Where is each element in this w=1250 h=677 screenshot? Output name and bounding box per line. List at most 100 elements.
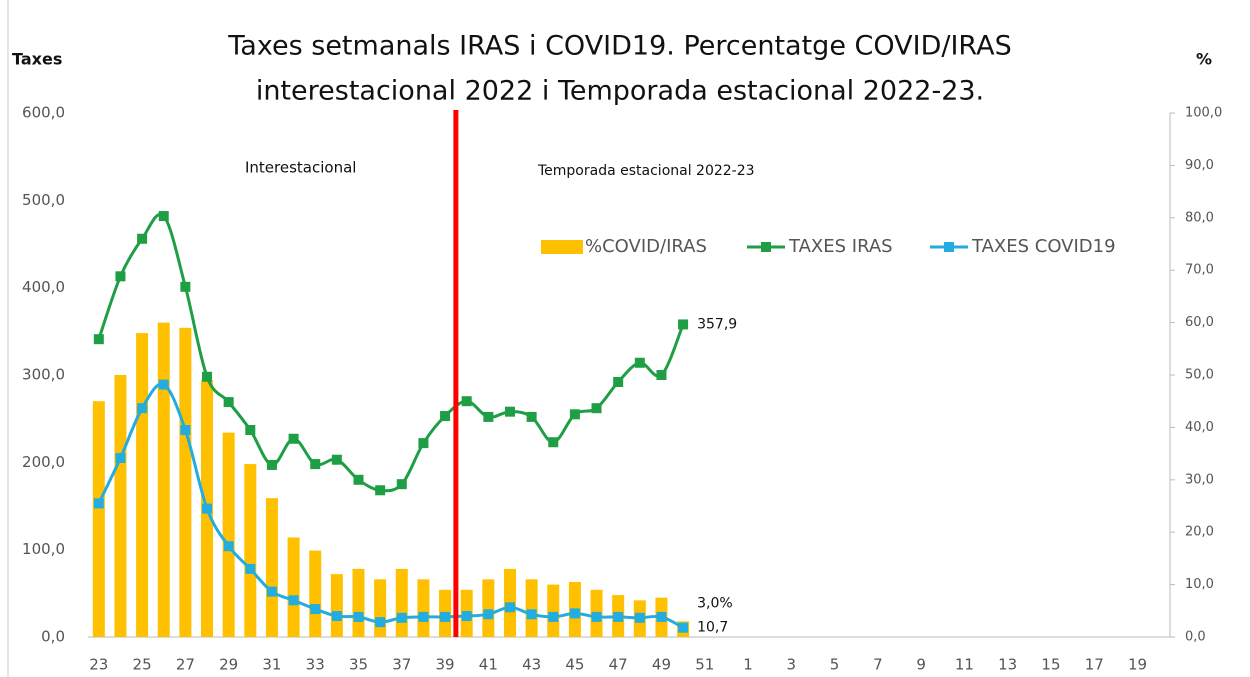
marker (656, 370, 667, 380)
x-tick-label: 11 (955, 656, 974, 674)
marker (266, 459, 277, 470)
x-tick-label: 41 (479, 656, 498, 674)
x-tick-label: 19 (1128, 656, 1147, 674)
x-tick-label: 23 (89, 656, 108, 674)
bar (179, 327, 192, 637)
marker (245, 563, 256, 574)
x-tick-label: 1 (743, 656, 753, 674)
bar (547, 584, 560, 637)
y-tick-label: 300,0 (22, 366, 65, 384)
y2-axis-title: % (1196, 50, 1212, 69)
bar (244, 464, 257, 637)
y2-tick-label: 20,0 (1185, 525, 1214, 540)
x-tick-label: 17 (1085, 656, 1104, 674)
y2-tick-label: 50,0 (1185, 368, 1214, 383)
bar (525, 579, 538, 637)
x-tick-label: 47 (609, 656, 628, 674)
x-tick-label: 43 (522, 656, 541, 674)
marker (375, 617, 386, 628)
x-tick-label: 3 (787, 656, 797, 674)
marker (202, 371, 213, 382)
marker (353, 474, 364, 485)
chart-title: interestacional 2022 i Temporada estacio… (256, 76, 984, 107)
marker (310, 459, 321, 470)
y2-tick-label: 40,0 (1185, 420, 1214, 435)
x-tick-label: 15 (1041, 656, 1060, 674)
marker (223, 541, 234, 552)
y-tick-label: 500,0 (22, 191, 65, 209)
marker (245, 425, 256, 436)
legend-label: TAXES COVID19 (971, 236, 1116, 257)
marker (331, 454, 342, 465)
bar (157, 322, 170, 637)
data-label: 10,7 (697, 620, 728, 636)
marker (288, 433, 299, 444)
marker (418, 611, 429, 622)
marker (180, 425, 191, 436)
y2-tick-label: 100,0 (1185, 106, 1222, 121)
x-tick-label: 49 (652, 656, 671, 674)
marker (656, 611, 667, 622)
annotation: Interestacional (245, 159, 356, 177)
marker (483, 609, 494, 620)
x-tick-label: 45 (565, 656, 584, 674)
bar (222, 432, 235, 637)
marker (440, 411, 451, 422)
marker (180, 281, 191, 292)
bar (417, 579, 430, 637)
x-tick-label: 31 (262, 656, 281, 674)
marker (93, 334, 104, 345)
marker (569, 608, 580, 619)
marker (310, 604, 321, 615)
marker (158, 211, 169, 222)
marker (440, 611, 451, 622)
marker (569, 409, 580, 420)
marker (115, 452, 126, 463)
marker (266, 586, 277, 597)
marker (115, 271, 126, 282)
x-tick-label: 37 (392, 656, 411, 674)
marker (548, 437, 559, 448)
marker (613, 611, 624, 622)
marker (375, 485, 386, 496)
legend-swatch (541, 240, 583, 254)
bar (330, 574, 343, 637)
x-tick-label: 39 (436, 656, 455, 674)
marker (634, 357, 645, 368)
bar (352, 568, 365, 637)
marker (202, 503, 213, 514)
marker (678, 622, 689, 633)
bar (114, 375, 127, 637)
line (97, 212, 685, 493)
y-tick-label: 600,0 (22, 104, 65, 122)
marker (591, 403, 602, 414)
x-tick-label: 5 (830, 656, 840, 674)
x-tick-label: 9 (916, 656, 926, 674)
marker (591, 611, 602, 622)
legend-label: %COVID/IRAS (585, 236, 707, 257)
y-tick-label: 0,0 (41, 628, 65, 646)
y-axis-title: Taxes (12, 50, 62, 69)
x-tick-label: 51 (695, 656, 714, 674)
marker (288, 595, 299, 606)
marker (461, 611, 472, 622)
marker (634, 612, 645, 623)
marker (504, 602, 515, 613)
marker (613, 376, 624, 387)
y-tick-label: 400,0 (22, 278, 65, 296)
y-tick-label: 200,0 (22, 453, 65, 471)
y2-tick-label: 60,0 (1185, 315, 1214, 330)
marker (93, 498, 104, 509)
bar (395, 568, 408, 637)
marker (137, 233, 148, 244)
marker (137, 403, 148, 414)
y2-tick-label: 30,0 (1185, 472, 1214, 487)
bar (374, 579, 387, 637)
marker (548, 611, 559, 622)
y2-tick-label: 90,0 (1185, 158, 1214, 173)
x-tick-label: 27 (176, 656, 195, 674)
marker (461, 396, 472, 407)
x-tick-label: 33 (306, 656, 325, 674)
y2-tick-label: 0,0 (1185, 630, 1206, 645)
y2-tick-label: 10,0 (1185, 577, 1214, 592)
